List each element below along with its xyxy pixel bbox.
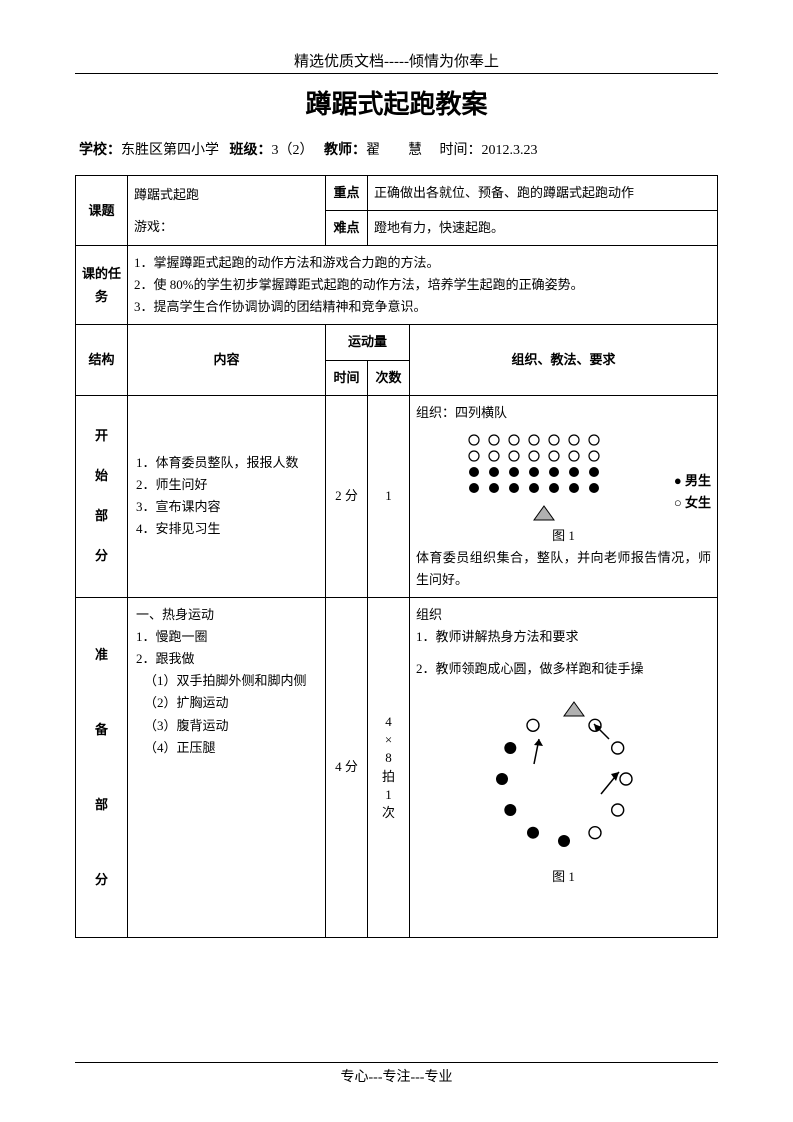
teacher-value: 翟 慧 — [366, 143, 422, 158]
section-prep-content: 一、热身运动 1．慢跑一圈 2．跟我做 （1）双手拍脚外侧和脚内侧 （2）扩胸运… — [128, 598, 326, 938]
school-label: 学校： — [79, 141, 121, 157]
nandian-label: 难点 — [326, 211, 368, 246]
s2-c4: 分 — [82, 869, 121, 891]
page-footer: 专心---专注---专业 — [75, 1062, 718, 1086]
col-yundong: 运动量 — [326, 325, 410, 360]
meta-row: 学校：东胜区第四小学 班级：3（2） 教师：翟 慧 时间：2012.3.23 — [75, 139, 718, 159]
section-start-count: 1 — [368, 395, 410, 597]
task-label: 课的任务 — [76, 246, 128, 325]
time-label: 时间： — [440, 143, 482, 158]
task-l1: 1．掌握蹲距式起跑的动作方法和游戏合力跑的方法。 — [134, 252, 711, 274]
section-prep-count: 4×8拍1次 — [368, 598, 410, 938]
task-l2: 2．使 80%的学生初步掌握蹲距式起跑的动作方法，培养学生起跑的正确姿势。 — [134, 274, 711, 296]
s2-l1: 一、热身运动 — [136, 604, 319, 626]
s2-c3: 部 — [82, 794, 121, 816]
page-header: 精选优质文档-----倾情为你奉上 — [75, 50, 718, 74]
section-prep-time: 4 分 — [326, 598, 368, 938]
table-header-row: 结构 内容 运动量 组织、教法、要求 — [76, 325, 718, 360]
s2-org-l2: 1．教师讲解热身方法和要求 — [416, 626, 711, 648]
s2-c2: 备 — [82, 719, 121, 741]
s1-c1: 开 — [82, 425, 121, 447]
col-jiegou: 结构 — [76, 325, 128, 395]
table-row: 课的任务 1．掌握蹲距式起跑的动作方法和游戏合力跑的方法。 2．使 80%的学生… — [76, 246, 718, 325]
s1-note: 体育委员组织集合，整队，并向老师报告情况，师生问好。 — [416, 547, 711, 591]
section-prep-label: 准 备 部 分 — [76, 598, 128, 938]
document-title: 蹲踞式起跑教案 — [75, 84, 718, 121]
keti-line2: 游戏： — [134, 216, 319, 238]
s1-l2: 2．师生问好 — [136, 474, 319, 496]
s2-org-l1: 组织 — [416, 604, 711, 626]
s2-l7: （4）正压腿 — [136, 737, 319, 759]
circle-diagram-icon — [464, 684, 664, 864]
s1-c3: 部 — [82, 505, 121, 527]
s2-l4: （1）双手拍脚外侧和脚内侧 — [136, 670, 319, 692]
s2-l3: 2．跟我做 — [136, 648, 319, 670]
class-value: 3（2） — [272, 143, 314, 158]
zhongdian-label: 重点 — [326, 176, 368, 211]
table-row: 课题 蹲踞式起跑 游戏： 重点 正确做出各就位、预备、跑的蹲踞式起跑动作 — [76, 176, 718, 211]
keti-line1: 蹲踞式起跑 — [134, 184, 319, 206]
legend-female: ○ 女生 — [674, 492, 711, 514]
section-prep-row: 准 备 部 分 一、热身运动 1．慢跑一圈 2．跟我做 （1）双手拍脚外侧和脚内… — [76, 598, 718, 938]
nandian-text: 蹬地有力，快速起跑。 — [368, 211, 718, 246]
s1-c2: 始 — [82, 465, 121, 487]
school-value: 东胜区第四小学 — [121, 143, 219, 158]
s1-l1: 1．体育委员整队，报报人数 — [136, 452, 319, 474]
s1-l4: 4．安排见习生 — [136, 518, 319, 540]
formation-diagram-icon — [444, 428, 684, 523]
section-start-label: 开 始 部 分 — [76, 395, 128, 597]
task-content: 1．掌握蹲距式起跑的动作方法和游戏合力跑的方法。 2．使 80%的学生初步掌握蹲… — [128, 246, 718, 325]
s2-fig: 图 1 — [416, 866, 711, 888]
s2-org-l3: 2．教师领跑成心圆，做多样跑和徒手操 — [416, 658, 711, 680]
lesson-table: 课题 蹲踞式起跑 游戏： 重点 正确做出各就位、预备、跑的蹲踞式起跑动作 难点 … — [75, 175, 718, 938]
section-start-row: 开 始 部 分 1．体育委员整队，报报人数 2．师生问好 3．宣布课内容 4．安… — [76, 395, 718, 597]
section-prep-org: 组织 1．教师讲解热身方法和要求 2．教师领跑成心圆，做多样跑和徒手操 图 1 — [410, 598, 718, 938]
keti-label: 课题 — [76, 176, 128, 246]
s2-l2: 1．慢跑一圈 — [136, 626, 319, 648]
section-start-org: 组织：四列横队 ● 男生 ○ 女生 图 1 体育委员组织集合，整队，并向老师报告… — [410, 395, 718, 597]
zhongdian-text: 正确做出各就位、预备、跑的蹲踞式起跑动作 — [368, 176, 718, 211]
col-shijian: 时间 — [326, 360, 368, 395]
s2-l6: （3）腹背运动 — [136, 715, 319, 737]
s1-fig: 图 1 — [416, 525, 711, 547]
teacher-label: 教师： — [324, 141, 366, 157]
section-start-content: 1．体育委员整队，报报人数 2．师生问好 3．宣布课内容 4．安排见习生 — [128, 395, 326, 597]
s2-l5: （2）扩胸运动 — [136, 692, 319, 714]
s1-org-title: 组织：四列横队 — [416, 402, 711, 424]
section-start-time: 2 分 — [326, 395, 368, 597]
time-value: 2012.3.23 — [482, 143, 538, 158]
class-label: 班级： — [230, 141, 272, 157]
col-cishu: 次数 — [368, 360, 410, 395]
task-label-text: 课的任务 — [82, 262, 121, 309]
s2-c1: 准 — [82, 644, 121, 666]
col-neirong: 内容 — [128, 325, 326, 395]
keti-content: 蹲踞式起跑 游戏： — [128, 176, 326, 246]
col-zuzhi: 组织、教法、要求 — [410, 325, 718, 395]
s1-l3: 3．宣布课内容 — [136, 496, 319, 518]
legend-male: ● 男生 — [674, 470, 711, 492]
task-l3: 3．提高学生合作协调协调的团结精神和竞争意识。 — [134, 296, 711, 318]
s1-c4: 分 — [82, 545, 121, 567]
